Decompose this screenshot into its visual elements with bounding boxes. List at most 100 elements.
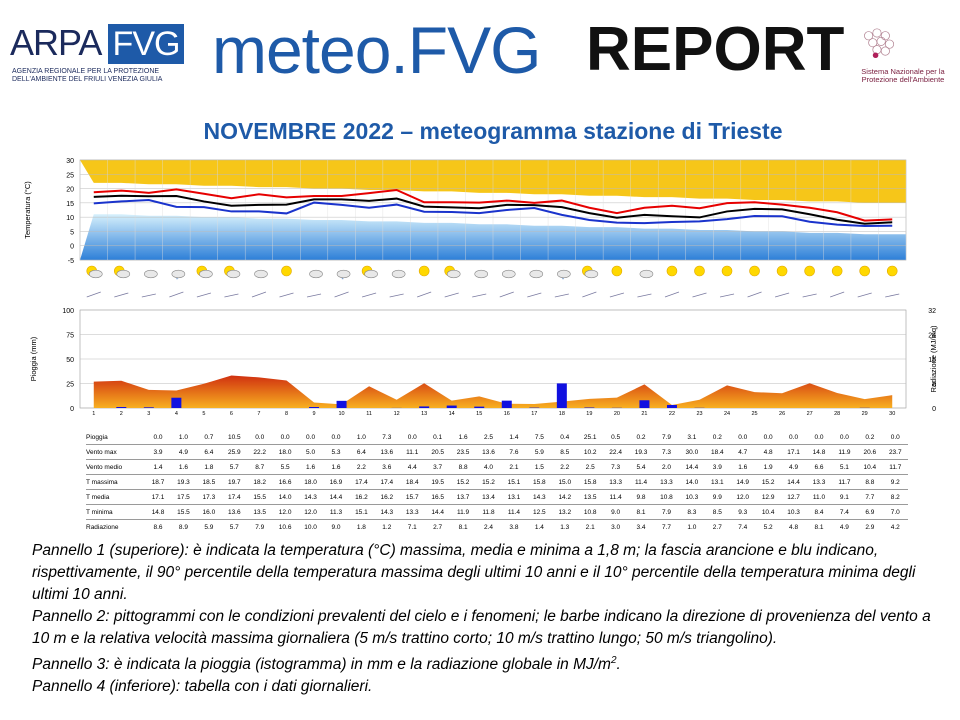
table-cell: 0.0 [280, 433, 290, 441]
table-cell: 17.1 [780, 444, 807, 460]
wind-barb-icon [86, 291, 101, 298]
table-cell: 5.7 [221, 459, 247, 475]
table-cell: 13.3 [602, 474, 629, 490]
sun-icon [694, 265, 705, 277]
table-cell: 7.7 [653, 519, 680, 534]
table-cell: 10.3 [780, 504, 807, 520]
table-cell: 0.5 [611, 433, 621, 441]
table-row-label: Radiazione [86, 519, 146, 534]
day-tick-label: 3 [147, 411, 150, 417]
table-cell: 0.0 [763, 433, 773, 441]
table-cell: 7.3 [602, 459, 629, 475]
note-panel-3-text: Pannello 3: è indicata la pioggia (istog… [32, 656, 611, 674]
table-cell: 13.3 [806, 474, 832, 490]
title-report: REPORT [586, 15, 845, 84]
table-cell: 16.9 [323, 474, 349, 490]
table-cell: 17.4 [374, 474, 400, 490]
cloud-icon [88, 269, 103, 279]
table-cell: 3.7 [424, 459, 451, 475]
rain-bar [446, 405, 457, 408]
table-cell: 13.3 [653, 474, 680, 490]
table-cell: 13.3 [399, 504, 425, 520]
table-cell: 7.5 [534, 433, 544, 441]
table-cell: 10.5 [227, 433, 241, 441]
wind-barb-icon [830, 291, 845, 298]
table-cell: 0.0 [306, 433, 316, 441]
table-cell: 17.3 [196, 489, 222, 505]
day-tick-label: 30 [889, 411, 895, 417]
table-cell: 14.4 [679, 459, 705, 475]
table-cell: 0.0 [839, 433, 849, 441]
table-cell: 4.8 [780, 519, 807, 534]
wind-barb-icon [279, 292, 294, 298]
table-cell: 7.1 [399, 519, 425, 534]
table-cell: 4.8 [755, 444, 781, 460]
note-panel-1: Pannello 1 (superiore): è indicata la te… [32, 542, 916, 603]
table-cell: 5.1 [831, 459, 858, 475]
table-cell: 11.7 [831, 474, 858, 490]
table-cell: 13.2 [552, 504, 578, 520]
table-row: Vento max 3.9 4.9 6.4 25.9 22.2 18.0 5.0 5.3 6.4 1… [86, 444, 908, 460]
table-cell: 2.7 [704, 519, 731, 534]
table-cell: 1.3 [552, 519, 578, 534]
table-cell: 14.8 [806, 444, 832, 460]
table-cell: 15.7 [399, 489, 425, 505]
table-cell: 7.7 [857, 489, 883, 505]
day-tick-label: 26 [779, 411, 785, 417]
cloud-icon [501, 269, 516, 279]
table-cell: 1.6 [323, 459, 349, 475]
cloud-icon [446, 269, 461, 279]
wind-barb-icon [857, 292, 872, 298]
radiation-tick-label: 0 [932, 406, 936, 413]
table-cell: 5.9 [196, 519, 222, 534]
rain-drops-icon: '' [562, 278, 564, 284]
arpa-logo-subtitle: agenzia regionale per la protezione dell… [12, 68, 163, 83]
caption-notes: Pannello 1 (superiore): è indicata la te… [32, 540, 942, 698]
cloud-icon [364, 269, 378, 279]
table-cell: 8.8 [450, 459, 476, 475]
wind-barb-icon [637, 293, 652, 298]
table-cell: 10.3 [679, 489, 705, 505]
table-cell: 18.2 [247, 474, 273, 490]
day-tick-label: 4 [175, 411, 178, 417]
table-cell: 0.0 [789, 433, 799, 441]
cloud-icon [529, 269, 544, 279]
table-cell: 10.8 [653, 489, 680, 505]
table-cell: 16.0 [196, 504, 222, 520]
table-cell: 2.2 [552, 459, 578, 475]
table-cell: 5.4 [628, 459, 654, 475]
cloud-icon [557, 269, 571, 279]
table-cell: 4.2 [882, 519, 908, 534]
daily-data-table: Pioggia 0.0 1.0 0.7 10.5 0.0 0.0 0.0 0.0 1.0 7.3 0.… [86, 430, 908, 534]
sun-icon [831, 265, 843, 277]
table-cell: 9.8 [628, 489, 654, 505]
table-cell: 3.9 [704, 459, 731, 475]
table-cell: 2.9 [857, 519, 883, 534]
table-cell: 18.0 [297, 474, 324, 490]
day-tick-label: 15 [476, 411, 482, 417]
table-cell: 11.4 [501, 504, 527, 520]
rain-bar [501, 400, 512, 408]
note-panel-3-superscript: 2 [610, 655, 617, 666]
note-panel-3: Pannello 3: è indicata la pioggia (istog… [32, 650, 942, 676]
table-cell: 12.0 [730, 489, 756, 505]
rain-tick-label: 100 [62, 308, 74, 315]
table-cell: 11.3 [323, 504, 349, 520]
wind-barb-icon [196, 292, 212, 298]
table-cell: 12.0 [272, 504, 298, 520]
table-cell: 20.5 [424, 444, 451, 460]
table-cell: 13.6 [221, 504, 247, 520]
table-cell: 1.2 [374, 519, 400, 534]
table-cell: 1.6 [458, 433, 468, 441]
table-cell: 7.9 [653, 504, 680, 520]
radiation-tick-label: 24 [928, 333, 936, 340]
cloud-icon [336, 269, 351, 279]
table-cell: 1.0 [679, 519, 705, 534]
table-cell: 11.8 [475, 504, 502, 520]
table-cell: 23.7 [882, 444, 908, 460]
wind-barb-icon [692, 292, 707, 298]
table-cell: 8.1 [806, 519, 832, 534]
table-row: Radiazione 8.6 8.9 5.9 5.7 7.9 10.6 10.0 9.0 1.8 1… [86, 519, 908, 534]
table-cell: 3.8 [501, 519, 527, 534]
